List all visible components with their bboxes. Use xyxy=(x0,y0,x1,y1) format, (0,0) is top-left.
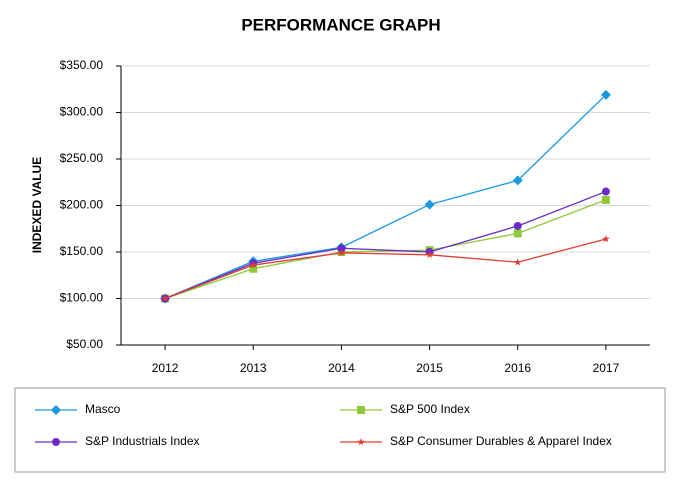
marker xyxy=(513,229,522,238)
marker xyxy=(512,175,523,186)
marker xyxy=(600,89,611,100)
series-line xyxy=(164,190,607,300)
marker xyxy=(357,406,365,414)
marker xyxy=(513,258,522,266)
y-tick-label: $200.00 xyxy=(60,198,104,212)
marker xyxy=(161,294,169,302)
legend-label: S&P Consumer Durables & Apparel Index xyxy=(390,434,612,448)
marker xyxy=(425,250,434,259)
legend-label: S&P 500 Index xyxy=(390,402,470,416)
marker xyxy=(357,438,365,446)
marker xyxy=(249,264,258,273)
marker xyxy=(337,244,346,253)
marker xyxy=(602,234,610,243)
y-tick-label: $150.00 xyxy=(60,244,104,258)
marker xyxy=(337,248,346,257)
chart-title: PERFORMANCE GRAPH xyxy=(241,15,440,34)
y-tick-label: $300.00 xyxy=(60,105,104,119)
marker xyxy=(51,405,61,415)
x-tick-label: 2014 xyxy=(328,361,355,375)
marker xyxy=(513,221,522,230)
x-tick-label: 2015 xyxy=(416,361,443,375)
series-line xyxy=(164,238,607,300)
marker xyxy=(52,438,60,446)
series-line xyxy=(164,199,607,300)
x-tick-label: 2013 xyxy=(240,361,267,375)
y-tick-label: $250.00 xyxy=(60,151,104,165)
x-tick-label: 2012 xyxy=(152,361,179,375)
x-tick-label: 2016 xyxy=(504,361,531,375)
legend-box xyxy=(14,387,666,473)
marker xyxy=(601,187,610,196)
y-tick-label: $50.00 xyxy=(66,337,103,351)
y-tick-label: $350.00 xyxy=(60,58,104,72)
series-line xyxy=(164,94,607,300)
y-tick-label: $100.00 xyxy=(60,291,104,305)
legend-label: S&P Industrials Index xyxy=(85,434,200,448)
marker xyxy=(601,195,610,204)
x-tick-label: 2017 xyxy=(593,361,620,375)
legend-label: Masco xyxy=(85,402,121,416)
marker xyxy=(424,199,435,210)
marker xyxy=(249,261,258,269)
y-axis-label: INDEXED VALUE xyxy=(30,157,44,253)
